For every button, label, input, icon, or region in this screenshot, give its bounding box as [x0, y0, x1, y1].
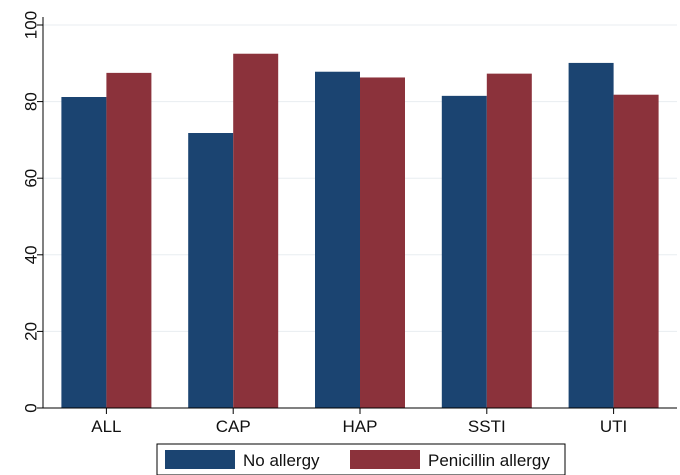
y-tick-label: 0 — [21, 403, 40, 412]
bars — [61, 53, 659, 409]
bar-ssti-penicillin-allergy — [486, 73, 532, 409]
y-tick-label: 100 — [21, 11, 40, 39]
bar-uti-no-allergy — [568, 62, 614, 409]
legend-label: No allergy — [243, 451, 320, 470]
y-tick-label: 80 — [21, 92, 40, 111]
bar-hap-penicillin-allergy — [360, 77, 405, 408]
x-tick-label: UTI — [600, 417, 627, 436]
x-tick-label: ALL — [91, 417, 121, 436]
bar-cap-penicillin-allergy — [233, 53, 279, 408]
legend-swatch — [165, 450, 235, 469]
x-tick-label: CAP — [216, 417, 251, 436]
bar-cap-no-allergy — [188, 133, 234, 409]
legend-swatch — [350, 450, 420, 469]
y-tick-label: 40 — [21, 245, 40, 264]
y-tick-label: 60 — [21, 169, 40, 188]
bar-all-no-allergy — [61, 97, 107, 408]
legend-label: Penicillin allergy — [428, 451, 550, 470]
bar-ssti-no-allergy — [441, 95, 487, 408]
bar-hap-no-allergy — [315, 71, 360, 408]
x-tick-label: HAP — [343, 417, 378, 436]
legend: No allergy Penicillin allergy — [156, 443, 566, 475]
y-tick-label: 20 — [21, 322, 40, 341]
bar-all-penicillin-allergy — [106, 72, 152, 408]
x-tick-label: SSTI — [468, 417, 506, 436]
bar-uti-penicillin-allergy — [613, 94, 659, 409]
axes: 0 20 40 60 80 100 ALL CAP HAP SSTI UTI — [21, 11, 677, 436]
